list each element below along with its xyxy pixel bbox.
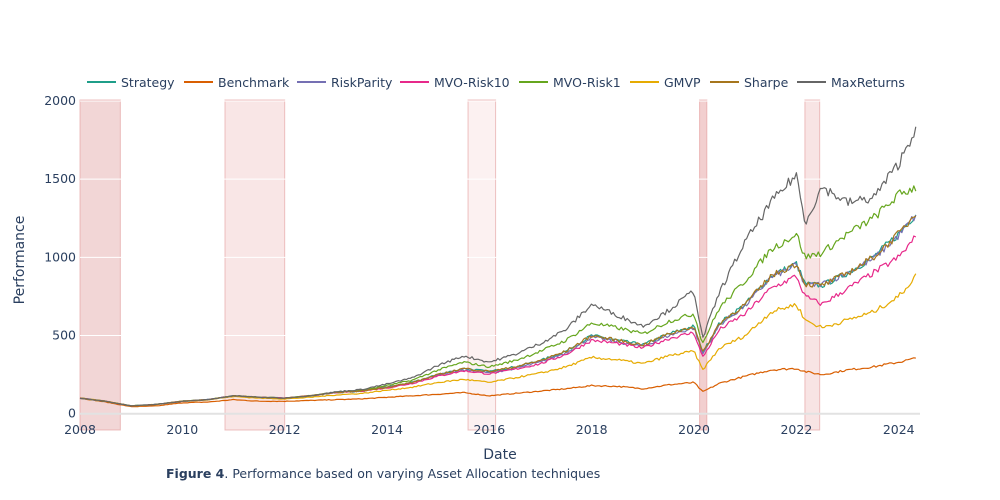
shaded-region-1 <box>79 99 121 431</box>
shaded-region-3 <box>467 99 497 431</box>
series-line-maxreturns <box>79 126 917 407</box>
figure-caption-label: Figure 4 <box>166 466 225 481</box>
y-tick-label: 2000 <box>44 93 76 108</box>
figure-caption-text: . Performance based on varying Asset All… <box>224 466 601 481</box>
series-line-sharpe <box>80 215 917 407</box>
y-axis-title: Performance <box>12 216 28 305</box>
legend-label-mvo-risk1: MVO-Risk1 <box>553 75 621 90</box>
x-tick-label: 2018 <box>576 422 608 437</box>
shaded-periods <box>79 99 821 431</box>
legend-label-riskparity: RiskParity <box>331 75 393 90</box>
shaded-region-2 <box>224 99 286 431</box>
x-tick-label: 2022 <box>780 422 812 437</box>
legend-label-mvo-risk10: MVO-Risk10 <box>434 75 510 90</box>
x-tick-label: 2016 <box>473 422 505 437</box>
y-tick-label: 0 <box>68 406 76 421</box>
x-tick-label: 2010 <box>166 422 198 437</box>
series-line-benchmark <box>79 357 916 408</box>
x-tick-label: 2014 <box>371 422 403 437</box>
figure-caption: Figure 4. Performance based on varying A… <box>166 466 600 481</box>
y-tick-label: 1000 <box>44 249 76 264</box>
x-tick-label: 2020 <box>678 422 710 437</box>
x-tick-label: 2008 <box>64 422 96 437</box>
legend-label-sharpe: Sharpe <box>744 75 789 90</box>
x-axis-title: Date <box>483 447 516 463</box>
shaded-region-5 <box>804 99 821 431</box>
series-lines <box>79 126 917 408</box>
legend: Strategy Benchmark RiskParity MVO-Risk10 MVO… <box>87 75 905 90</box>
x-axis-ticks: 2008 2010 2012 2014 2016 2018 2020 2022 2024 <box>64 422 915 437</box>
x-tick-label: 2024 <box>883 422 915 437</box>
shaded-region-4 <box>699 99 708 431</box>
series-line-strategy <box>79 214 917 407</box>
legend-label-strategy: Strategy <box>121 75 175 90</box>
series-line-gmvp <box>79 273 917 407</box>
y-tick-label: 1500 <box>44 171 76 186</box>
legend-label-benchmark: Benchmark <box>218 75 290 90</box>
grid-lines <box>80 100 920 415</box>
x-tick-label: 2012 <box>269 422 301 437</box>
legend-label-maxreturns: MaxReturns <box>831 75 905 90</box>
legend-label-gmvp: GMVP <box>664 75 701 90</box>
y-tick-label: 500 <box>52 328 76 343</box>
series-line-riskparity <box>80 214 917 407</box>
y-axis-ticks: 0 500 1000 1500 2000 <box>44 93 76 421</box>
